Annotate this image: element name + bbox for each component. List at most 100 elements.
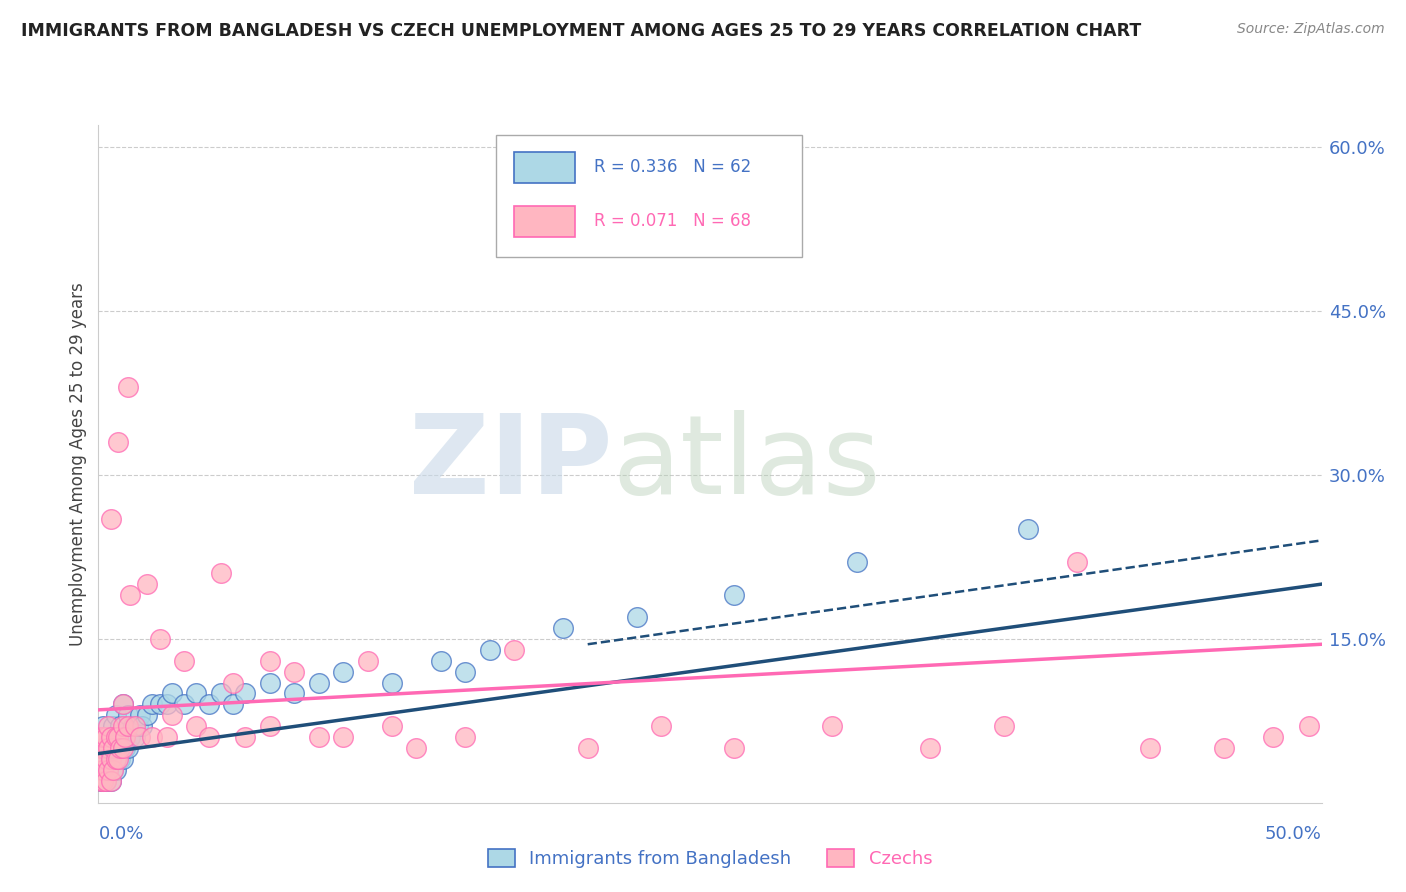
Point	[97, 763, 120, 777]
Point	[1212, 741, 1234, 756]
Point	[100, 730, 122, 744]
Point	[111, 730, 134, 744]
Point	[91, 763, 114, 777]
Point	[124, 730, 146, 744]
Point	[845, 555, 868, 569]
Point	[149, 698, 172, 712]
Point	[90, 763, 112, 777]
Point	[259, 675, 281, 690]
Point	[131, 719, 153, 733]
Point	[101, 763, 124, 777]
Point	[186, 719, 208, 733]
FancyBboxPatch shape	[496, 135, 801, 257]
Point	[283, 686, 305, 700]
Point	[920, 741, 942, 756]
Point	[117, 708, 139, 723]
Point	[110, 752, 132, 766]
Point	[107, 752, 129, 766]
Point	[160, 708, 183, 723]
Point	[120, 730, 142, 744]
Point	[723, 588, 745, 602]
Point	[100, 773, 122, 788]
Point	[91, 719, 114, 733]
Point	[90, 773, 112, 788]
Point	[149, 632, 172, 646]
Point	[129, 730, 152, 744]
Point	[117, 719, 139, 733]
Point	[104, 741, 127, 756]
Point	[553, 621, 575, 635]
Point	[197, 698, 219, 712]
Point	[127, 719, 149, 733]
Point	[90, 741, 112, 756]
Legend: Immigrants from Bangladesh, Czechs: Immigrants from Bangladesh, Czechs	[481, 841, 939, 875]
Point	[90, 752, 112, 766]
Point	[101, 763, 124, 777]
Point	[478, 642, 501, 657]
Point	[101, 741, 124, 756]
Point	[141, 730, 163, 744]
Point	[821, 719, 844, 733]
Point	[100, 773, 122, 788]
Point	[91, 752, 114, 766]
Point	[104, 730, 127, 744]
Point	[114, 730, 136, 744]
Point	[136, 577, 159, 591]
Point	[136, 708, 159, 723]
Point	[110, 719, 132, 733]
Point	[121, 719, 143, 733]
Point	[124, 719, 146, 733]
Point	[104, 752, 127, 766]
Point	[97, 719, 120, 733]
Point	[114, 741, 136, 756]
Bar	[515, 152, 575, 183]
Point	[233, 730, 256, 744]
Point	[283, 665, 305, 679]
Point	[430, 654, 453, 668]
Point	[100, 511, 122, 525]
Text: Source: ZipAtlas.com: Source: ZipAtlas.com	[1237, 22, 1385, 37]
Point	[107, 730, 129, 744]
Point	[1298, 719, 1320, 733]
Point	[454, 665, 477, 679]
Bar	[515, 206, 575, 236]
Point	[94, 741, 117, 756]
Point	[209, 566, 232, 581]
Point	[356, 654, 378, 668]
Point	[259, 654, 281, 668]
Point	[259, 719, 281, 733]
Point	[723, 741, 745, 756]
Point	[1066, 555, 1088, 569]
Point	[100, 752, 122, 766]
Point	[222, 675, 245, 690]
Point	[209, 686, 232, 700]
Point	[90, 730, 112, 744]
Point	[197, 730, 219, 744]
Point	[100, 752, 122, 766]
Point	[141, 698, 163, 712]
Point	[1139, 741, 1161, 756]
Point	[129, 708, 152, 723]
Point	[97, 763, 120, 777]
Text: R = 0.336   N = 62: R = 0.336 N = 62	[593, 158, 751, 176]
Point	[107, 434, 129, 449]
Point	[94, 730, 117, 744]
Point	[111, 698, 134, 712]
Point	[1017, 523, 1039, 537]
Text: IMMIGRANTS FROM BANGLADESH VS CZECH UNEMPLOYMENT AMONG AGES 25 TO 29 YEARS CORRE: IMMIGRANTS FROM BANGLADESH VS CZECH UNEM…	[21, 22, 1142, 40]
Point	[308, 730, 330, 744]
Point	[94, 773, 117, 788]
Point	[101, 741, 124, 756]
Point	[117, 741, 139, 756]
Point	[454, 730, 477, 744]
Point	[94, 763, 117, 777]
Point	[111, 741, 134, 756]
Point	[186, 686, 208, 700]
Point	[101, 719, 124, 733]
Point	[576, 741, 599, 756]
Point	[381, 719, 404, 733]
Point	[233, 686, 256, 700]
Text: atlas: atlas	[612, 410, 880, 517]
Point	[156, 730, 179, 744]
Point	[626, 610, 648, 624]
